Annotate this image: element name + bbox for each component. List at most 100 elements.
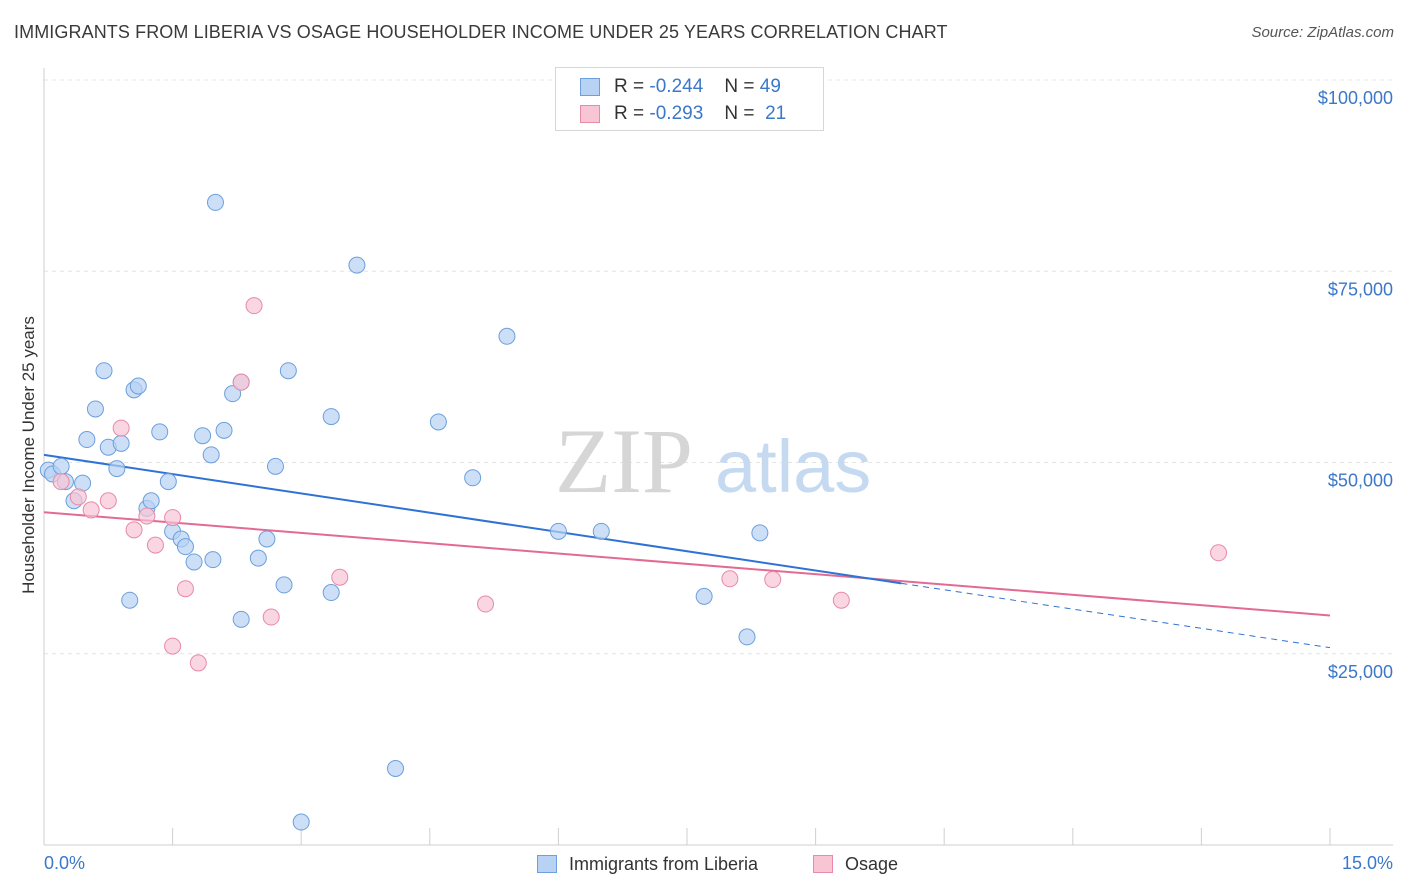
point-osage (52, 473, 70, 491)
point-liberia (108, 460, 126, 478)
point-liberia (498, 327, 516, 345)
watermark: ZIP atlas (555, 410, 871, 512)
point-liberia (387, 760, 405, 777)
point-liberia (279, 362, 297, 380)
point-osage (125, 521, 143, 539)
point-liberia (78, 431, 96, 449)
y-tick-label: $50,000 (1328, 471, 1393, 491)
bottom-legend-swatch-osage (813, 855, 833, 873)
point-osage (331, 568, 349, 586)
y-tick-label: $100,000 (1318, 88, 1393, 108)
point-liberia (86, 400, 104, 418)
point-liberia (258, 530, 276, 548)
point-osage (146, 536, 164, 554)
point-osage (721, 570, 739, 588)
grid-lines (44, 79, 1393, 655)
bottom-legend-label-liberia: Immigrants from Liberia (569, 853, 759, 874)
legend-n-value: 21 (765, 103, 787, 124)
trendline-liberia-extension (901, 582, 1331, 649)
legend-r-label: R = (614, 103, 645, 124)
point-liberia (292, 813, 310, 831)
bottom-legend-label-osage: Osage (845, 853, 899, 874)
point-liberia (215, 421, 233, 439)
chart-title: IMMIGRANTS FROM LIBERIA VS OSAGE HOUSEHO… (14, 22, 948, 42)
point-liberia (151, 423, 169, 441)
data-points (39, 193, 1228, 831)
point-osage (232, 373, 250, 391)
watermark-zip: ZIP (555, 410, 693, 512)
axes (43, 68, 1393, 846)
point-osage (164, 509, 182, 527)
y-axis-label: Householder Income Under 25 years (19, 316, 38, 594)
point-osage (99, 492, 117, 510)
point-osage (245, 297, 263, 315)
point-liberia (249, 549, 267, 567)
point-liberia (142, 492, 160, 510)
point-osage (138, 507, 156, 525)
point-liberia (194, 427, 212, 445)
point-osage (164, 637, 182, 655)
y-tick-labels: $100,000 $75,000 $50,000 $25,000 (1318, 88, 1393, 682)
legend-r-value: -0.293 (649, 103, 704, 124)
point-liberia (202, 446, 220, 464)
point-osage (262, 608, 280, 626)
point-liberia (275, 576, 293, 594)
legend-row-osage: R = -0.293 N = 21 (580, 102, 786, 126)
point-osage (176, 580, 194, 598)
point-liberia (751, 524, 769, 542)
y-tick-label: $75,000 (1328, 279, 1393, 299)
point-osage (69, 488, 87, 506)
legend-n-value: 49 (759, 76, 781, 97)
point-liberia (112, 434, 130, 452)
point-liberia (224, 385, 242, 403)
legend-n-label: N = (724, 103, 755, 124)
bottom-legend-liberia[interactable]: Immigrants from Liberia (537, 852, 758, 876)
bottom-legend-osage[interactable]: Osage (813, 852, 898, 876)
point-osage (832, 591, 850, 609)
point-osage (1210, 544, 1228, 562)
legend-swatch-osage (580, 105, 600, 123)
legend-row-liberia: R = -0.244 N = 49 (580, 75, 781, 99)
point-liberia (95, 362, 113, 380)
point-liberia (206, 193, 224, 211)
x-tick-label: 15.0% (1342, 853, 1393, 873)
x-tick-label: 0.0% (44, 853, 85, 873)
point-liberia (176, 538, 194, 556)
trendline-osage (43, 511, 1331, 617)
legend-r-label: R = (614, 76, 645, 97)
trendlines (43, 453, 1331, 649)
correlation-legend: R = -0.244 N = 49 R = -0.293 N = 21 (555, 67, 824, 131)
point-liberia (464, 469, 482, 487)
trendline-liberia (43, 453, 902, 585)
point-liberia (121, 591, 139, 609)
y-tick-label: $25,000 (1328, 662, 1393, 682)
legend-n-label: N = (724, 76, 755, 97)
point-liberia (322, 584, 340, 602)
point-osage (477, 595, 495, 613)
watermark-atlas: atlas (715, 425, 871, 508)
point-liberia (348, 256, 366, 274)
point-liberia (549, 522, 567, 540)
point-osage (112, 419, 130, 437)
point-liberia (185, 553, 203, 571)
point-liberia (322, 408, 340, 426)
source-label: Source: ZipAtlas.com (1251, 24, 1394, 41)
bottom-legend-swatch-liberia (537, 855, 557, 873)
point-liberia (204, 551, 222, 569)
point-osage (764, 571, 782, 589)
point-liberia (232, 610, 250, 628)
point-liberia (52, 457, 70, 475)
legend-swatch-liberia (580, 78, 600, 96)
point-liberia (129, 377, 147, 395)
point-liberia (159, 473, 177, 491)
point-liberia (266, 457, 284, 475)
x-tick-labels: 0.0% 15.0% (44, 853, 1393, 873)
point-osage (82, 501, 100, 519)
point-liberia (695, 587, 713, 605)
point-osage (189, 654, 207, 672)
point-liberia (429, 413, 447, 431)
point-liberia (592, 522, 610, 540)
legend-r-value: -0.244 (649, 76, 704, 97)
point-liberia (738, 628, 756, 646)
